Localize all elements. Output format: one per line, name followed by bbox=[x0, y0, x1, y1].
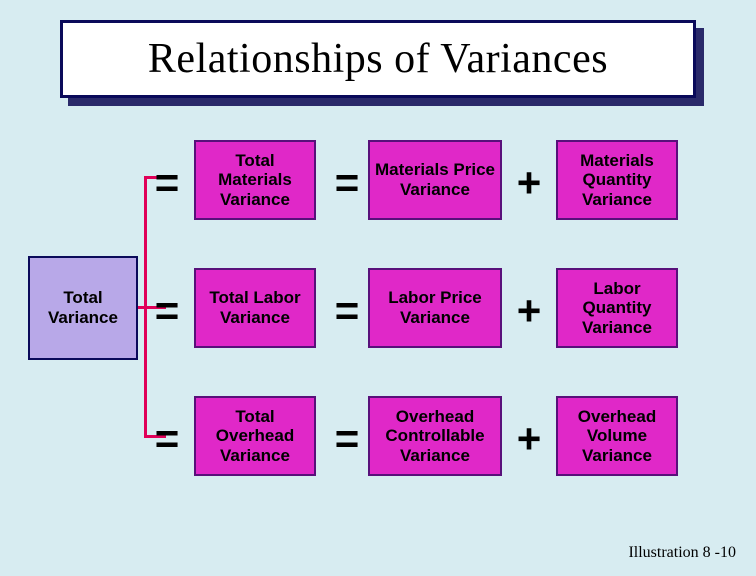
overhead-volume-box: Overhead Volume Variance bbox=[556, 396, 678, 476]
equals-sign: = bbox=[330, 290, 364, 332]
materials-price-box: Materials Price Variance bbox=[368, 140, 502, 220]
equals-sign: = bbox=[150, 418, 184, 460]
page-title: Relationships of Variances bbox=[148, 35, 608, 83]
plus-sign: + bbox=[512, 162, 546, 204]
total-overhead-box: Total Overhead Variance bbox=[194, 396, 316, 476]
total-variance-box: Total Variance bbox=[28, 256, 138, 360]
total-materials-box: Total Materials Variance bbox=[194, 140, 316, 220]
equals-sign: = bbox=[150, 162, 184, 204]
title-panel-face: Relationships of Variances bbox=[60, 20, 696, 98]
illustration-label: Illustration 8 -10 bbox=[628, 544, 736, 562]
title-panel: Relationships of Variances bbox=[60, 20, 696, 98]
equals-sign: = bbox=[150, 290, 184, 332]
equals-sign: = bbox=[330, 162, 364, 204]
plus-sign: + bbox=[512, 290, 546, 332]
materials-qty-box: Materials Quantity Variance bbox=[556, 140, 678, 220]
labor-price-box: Labor Price Variance bbox=[368, 268, 502, 348]
equals-sign: = bbox=[330, 418, 364, 460]
overhead-controllable-box: Overhead Controllable Variance bbox=[368, 396, 502, 476]
plus-sign: + bbox=[512, 418, 546, 460]
variance-diagram: Total Variance = Total Materials Varianc… bbox=[28, 140, 728, 500]
labor-qty-box: Labor Quantity Variance bbox=[556, 268, 678, 348]
total-labor-box: Total Labor Variance bbox=[194, 268, 316, 348]
